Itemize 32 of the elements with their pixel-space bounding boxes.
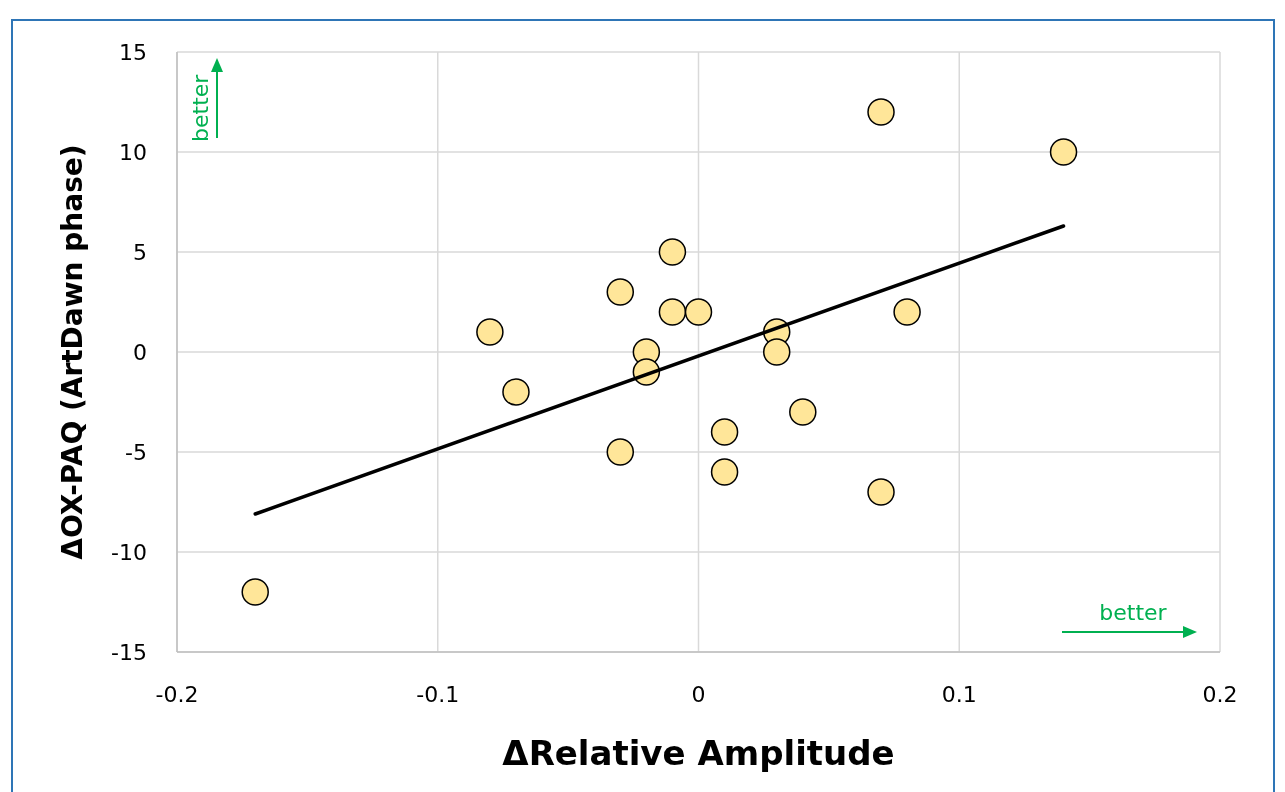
point	[710, 458, 739, 486]
point	[684, 298, 713, 326]
annotation: better	[1099, 600, 1168, 625]
point	[893, 298, 921, 326]
y-tick-label: 15	[119, 40, 147, 65]
y-tick-label: 10	[119, 140, 147, 165]
point	[789, 398, 817, 426]
point	[502, 378, 530, 406]
y-tick-label: 5	[133, 240, 147, 265]
x-tick-label: 0.1	[941, 682, 977, 707]
y-axis-title: ΔOX-PAQ (ArtDawn phase)	[56, 144, 89, 560]
point	[658, 238, 687, 266]
point	[762, 338, 791, 366]
x-tick-label: 0	[691, 682, 706, 707]
point	[241, 578, 269, 606]
y-tick-label: -15	[111, 640, 147, 665]
annotation: better	[188, 73, 213, 142]
point	[867, 478, 895, 506]
x-tick-label: 0.2	[1202, 682, 1238, 707]
point	[867, 98, 895, 126]
point	[606, 438, 635, 466]
point	[606, 278, 635, 306]
point	[658, 298, 687, 326]
y-tick-label: -5	[125, 440, 147, 465]
y-tick-label: 0	[133, 340, 147, 365]
point	[710, 418, 739, 446]
x-tick-label: -0.1	[416, 682, 460, 707]
point	[476, 318, 504, 346]
point	[1049, 138, 1078, 166]
x-axis-title: ΔRelative Amplitude	[502, 733, 895, 773]
y-tick-label: -10	[111, 540, 147, 565]
x-tick-label: -0.2	[155, 682, 199, 707]
